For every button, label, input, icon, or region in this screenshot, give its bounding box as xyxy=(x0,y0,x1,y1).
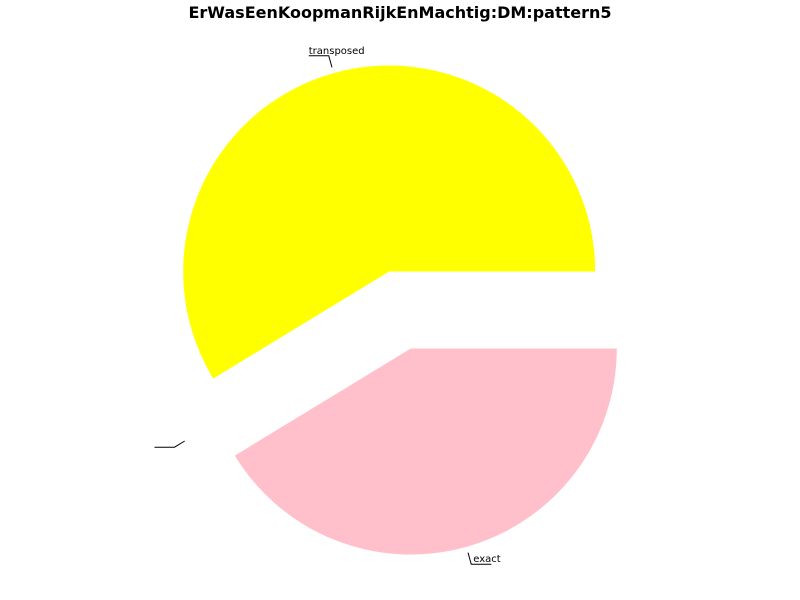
pie-labels: transposed exact xyxy=(154,46,501,565)
pie-slice-exact xyxy=(234,348,617,555)
leader-line-transposed xyxy=(308,55,333,68)
chart-title: ErWasEenKoopmanRijkEnMachtig:DM:pattern5 xyxy=(188,3,611,22)
slice-label-exact: exact xyxy=(473,554,501,565)
leader-line-exact xyxy=(467,552,492,565)
leader-line-unlabeled-1 xyxy=(154,440,185,448)
slice-label-transposed: transposed xyxy=(309,46,365,57)
pie-slice-transposed xyxy=(183,65,596,379)
pie-slices xyxy=(183,65,617,555)
